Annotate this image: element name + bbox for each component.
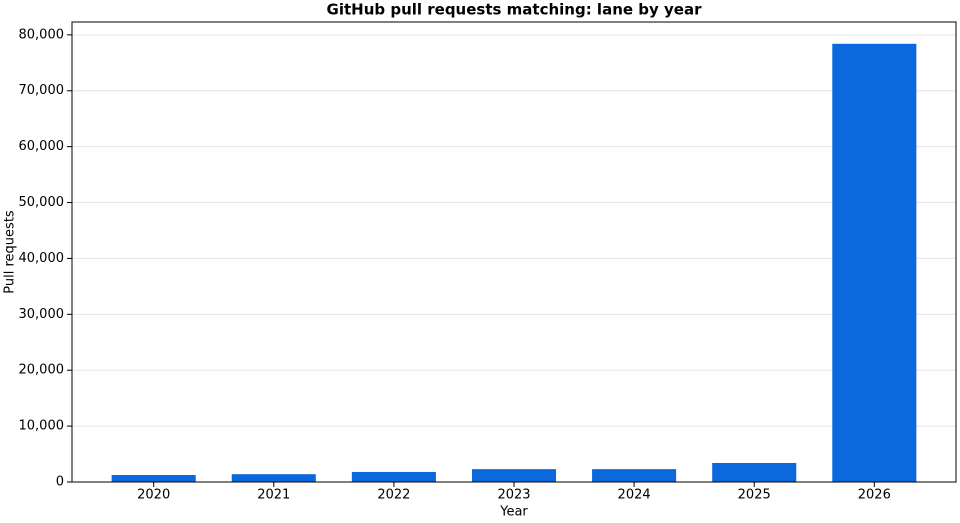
y-tick-label: 40,000 bbox=[19, 251, 65, 266]
bar bbox=[832, 43, 917, 482]
x-tick-label: 2024 bbox=[618, 488, 651, 503]
x-tick-label: 2026 bbox=[858, 488, 891, 503]
y-tick-label: 50,000 bbox=[19, 195, 65, 210]
x-tick-label: 2021 bbox=[257, 488, 290, 503]
x-tick-label: 2020 bbox=[137, 488, 170, 503]
x-tick-label: 2022 bbox=[377, 488, 410, 503]
chart-title: GitHub pull requests matching: lane by y… bbox=[327, 1, 703, 19]
y-axis-label: Pull requests bbox=[3, 210, 18, 294]
bar bbox=[231, 474, 316, 482]
plot-frame bbox=[71, 21, 957, 483]
x-tick-label: 2023 bbox=[497, 488, 530, 503]
x-axis-label: Year bbox=[499, 505, 528, 520]
bar bbox=[471, 469, 557, 482]
y-tick-label: 70,000 bbox=[19, 83, 65, 98]
y-tick-label: 0 bbox=[56, 475, 64, 490]
y-tick-label: 80,000 bbox=[19, 27, 65, 42]
bar bbox=[111, 475, 196, 482]
bar bbox=[712, 462, 797, 482]
bar bbox=[592, 469, 677, 482]
bar bbox=[351, 471, 436, 482]
x-tick-label: 2025 bbox=[738, 488, 771, 503]
y-tick-label: 30,000 bbox=[19, 307, 65, 322]
y-tick-label: 60,000 bbox=[19, 139, 65, 154]
y-tick-label: 20,000 bbox=[19, 363, 65, 378]
y-tick-label: 10,000 bbox=[19, 419, 65, 434]
